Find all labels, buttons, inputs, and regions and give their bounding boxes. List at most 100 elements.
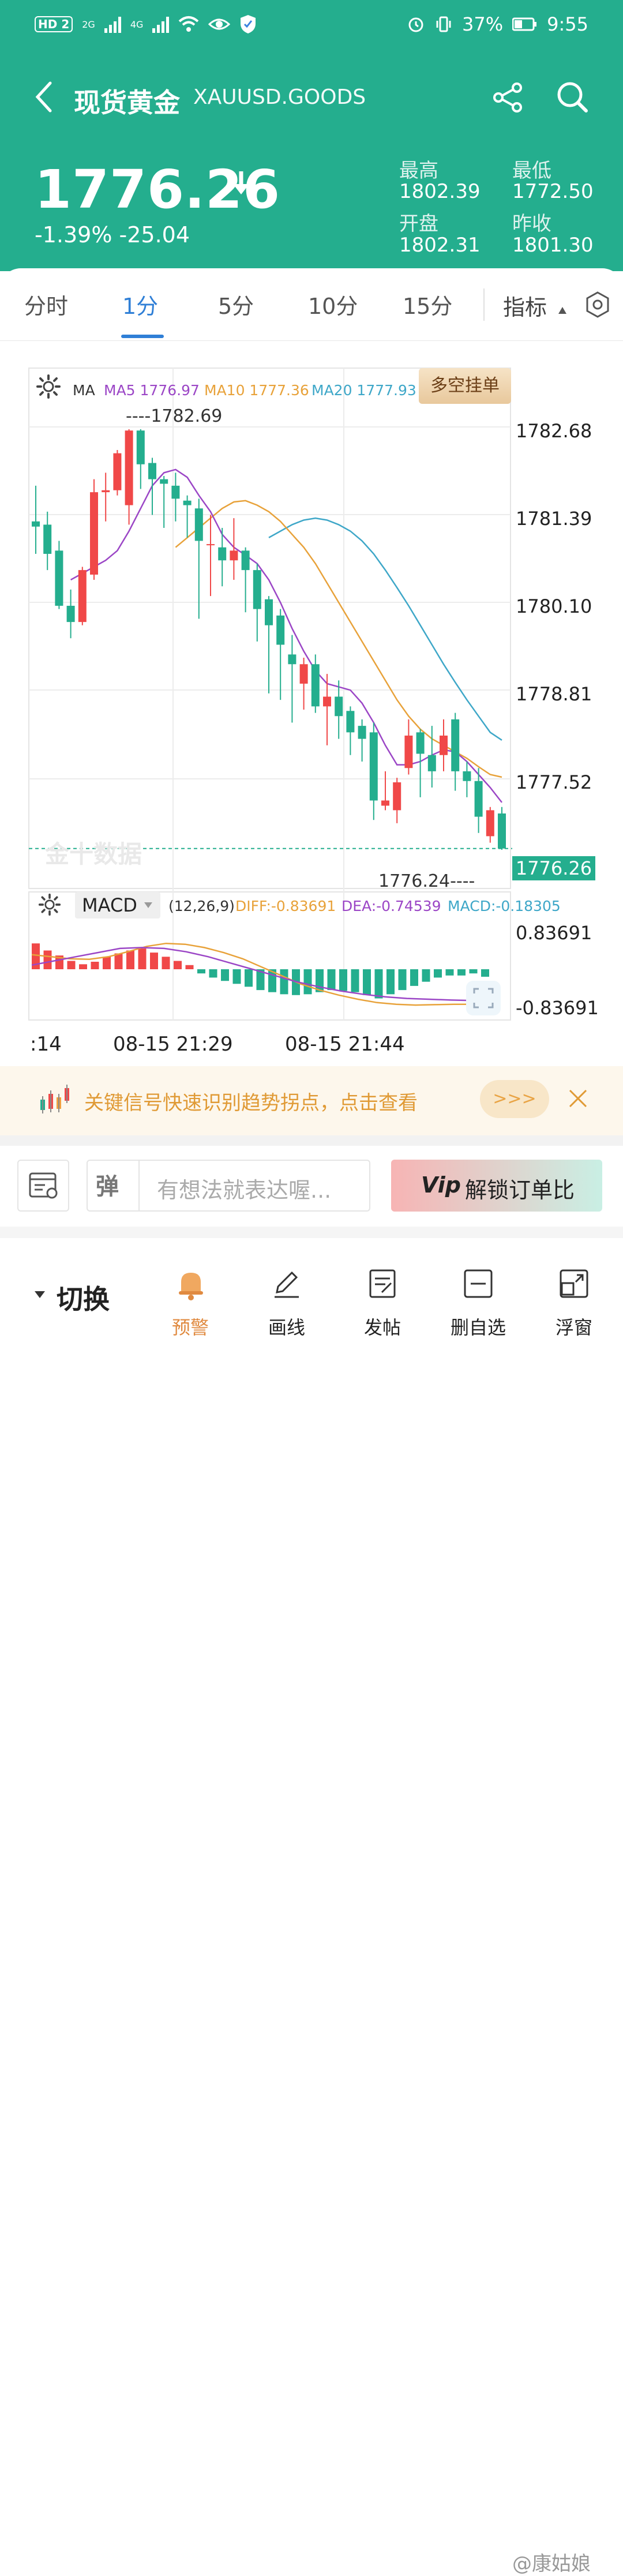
svg-text:弹: 弹 [96,1173,119,1200]
macd-bar [162,957,170,969]
notes-button[interactable] [17,1160,69,1212]
candle-body [323,696,331,707]
macd-bar [245,969,253,987]
candle-body [427,755,436,771]
macd-indicator-select[interactable]: MACD [75,892,160,918]
macd-legend: MACD:-0.18305 [448,898,561,914]
y-tick: 1782.68 [516,420,592,442]
shield-icon [241,15,256,33]
settings-hex-icon[interactable] [584,291,611,318]
post-icon[interactable] [365,1266,400,1302]
clock: 9:55 [547,13,588,35]
nav-alert[interactable]: 预警 [171,1317,209,1338]
remove-watchlist-icon[interactable] [460,1266,496,1302]
macd-bar [445,969,454,976]
macd-bar [197,969,205,974]
nav-float-window[interactable]: 浮窗 [555,1317,592,1338]
low-value: 1772.50 [512,180,594,203]
candle-body [32,521,40,527]
macd-bar [339,969,347,991]
comment-input[interactable]: 弹 有想法就表达喔... [87,1160,370,1212]
long-short-orders-button[interactable]: 多空挂单 [419,368,511,404]
candle-body [276,615,285,645]
expand-icon[interactable] [466,981,501,1015]
macd-bar [469,969,478,974]
signal-4g-icon: 4G [130,18,144,30]
eye-icon [208,18,231,30]
macd-bar [303,969,312,995]
candle-body [230,550,238,561]
ma20-legend: MA20 1777.93 [312,382,416,399]
signal-bars-2-icon [152,16,170,33]
close-icon[interactable] [568,1088,588,1109]
dea-line [31,947,474,1002]
candle-body [369,732,378,801]
active-tab-underline [121,335,164,338]
macd-settings-gear-icon[interactable] [38,893,61,916]
search-icon[interactable] [554,78,591,115]
nav-remove-watchlist[interactable]: 删自选 [450,1317,506,1338]
float-window-icon[interactable] [556,1266,592,1302]
comment-placeholder: 有想法就表达喔... [157,1178,332,1203]
kline-chart[interactable] [0,0,623,1062]
symbol-code: XAUUSD.GOODS [193,85,366,109]
macd-bar [410,969,418,986]
bell-icon[interactable] [173,1266,209,1302]
macd-params: (12,26,9) [168,898,235,914]
macd-bar [138,948,147,969]
macd-bar [363,969,371,995]
macd-bar [221,969,229,981]
divider [0,1227,623,1238]
macd-y-bottom: -0.83691 [516,997,599,1019]
candle-body [358,726,366,739]
notes-icon [29,1172,58,1199]
signal-2g-icon: 2G [82,18,95,30]
indicator-button[interactable]: 指标 [503,295,547,320]
status-bar: HD 2 2G 4G 37% 9:55 [35,8,588,40]
wifi-icon [179,16,199,32]
unlock-order-ratio-button[interactable]: Vip 解锁订单比 [391,1160,602,1212]
candle-body [171,485,180,499]
vibrate-icon [436,16,451,32]
candle-signal-icon [40,1085,69,1113]
switch-button[interactable]: 切换 [57,1284,110,1315]
banner-more-button[interactable]: >>> [480,1080,549,1118]
candle-body [253,570,261,609]
back-arrow-icon[interactable] [32,80,55,114]
candle-body [43,524,52,554]
tab-timeshare[interactable]: 分时 [24,294,69,319]
macd-bar [374,969,383,999]
macd-bar [43,950,52,969]
macd-bar [327,969,336,991]
banner-text: 关键信号快速识别趋势拐点，点击查看 [84,1092,418,1115]
signal-banner[interactable]: 关键信号快速识别趋势拐点，点击查看 >>> [0,1066,623,1135]
macd-bar [398,969,407,991]
nav-draw-line[interactable]: 画线 [268,1317,305,1338]
tab-5min[interactable]: 5分 [218,294,254,319]
candle-body [381,800,389,806]
candle-body [265,599,273,625]
macd-plot-frame [28,891,511,1021]
macd-y-top: 0.83691 [516,922,592,944]
macd-bar [232,969,241,984]
candle-body [288,654,297,665]
macd-bar [209,969,217,978]
tab-10min[interactable]: 10分 [308,294,358,319]
candle-body [498,813,506,849]
macd-bar [457,969,466,976]
high-label: 最高 [399,159,438,182]
y-tick: 1780.10 [516,595,592,617]
battery-percent: 37% [462,13,504,35]
ma5-line [70,468,502,803]
nav-post[interactable]: 发帖 [363,1317,401,1338]
macd-bar [174,961,182,969]
pencil-icon[interactable] [269,1266,305,1302]
macd-bar [91,962,99,969]
expand-icon-glyph [473,988,494,1008]
share-icon[interactable] [491,81,525,114]
macd-bar [434,969,442,978]
macd-bar [422,969,430,982]
tab-1min[interactable]: 1分 [122,294,159,319]
tab-15min[interactable]: 15分 [403,294,453,319]
ma-settings-gear-icon[interactable] [36,374,61,399]
